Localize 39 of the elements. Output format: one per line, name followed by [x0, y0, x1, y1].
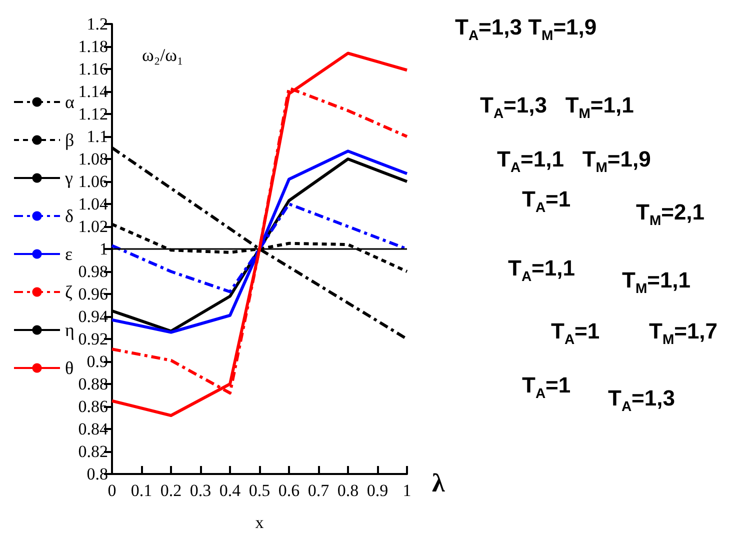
y-tick-label: 1.1: [86, 127, 108, 146]
x-tick-label: 0.4: [219, 481, 242, 500]
y-tick-label: 1.18: [78, 37, 108, 56]
y-tick-label: 1.12: [78, 104, 108, 124]
x-axis-title: x: [255, 513, 264, 532]
y-axis-title: ω₂/ω₁: [142, 45, 184, 65]
legend-label: β: [65, 130, 74, 150]
y-tick-label: 1.04: [78, 194, 108, 214]
y-tick-label: 1.06: [78, 172, 108, 191]
x-tick-label: 0.7: [308, 481, 330, 500]
legend-label: α: [65, 92, 75, 112]
legend-label: θ: [65, 358, 74, 378]
y-tick-label: 0.82: [78, 442, 108, 461]
x-tick-label: 0.3: [190, 481, 212, 500]
legend-label: δ: [65, 206, 74, 226]
legend-label: ζ: [65, 282, 73, 302]
x-tick-label: 0: [108, 481, 116, 500]
y-tick-label: 1.08: [78, 150, 108, 168]
y-tick-label: 0.88: [78, 374, 108, 394]
x-tick-label: 0.5: [248, 481, 270, 500]
y-tick-label: 0.98: [78, 262, 108, 281]
legend-label: η: [65, 320, 74, 340]
y-tick-label: 0.8: [86, 464, 108, 484]
x-tick-label: 0.2: [160, 481, 182, 500]
y-tick-label: 1.14: [78, 82, 108, 101]
y-tick-label: 0.94: [78, 307, 108, 326]
y-tick-label: 0.84: [78, 420, 108, 438]
x-tick-label: 0.8: [337, 481, 359, 500]
legend-label: ε: [65, 244, 73, 264]
y-tick-label: 0.96: [78, 284, 108, 304]
x-tick-label: 0.6: [278, 481, 300, 500]
x-tick-label: 0.9: [366, 481, 388, 500]
y-tick-label: 0.92: [78, 330, 108, 348]
text: λ: [432, 468, 445, 498]
x-tick-label: 0.1: [130, 481, 152, 500]
y-tick-label: 1.02: [78, 217, 108, 236]
legend-label: γ: [64, 168, 73, 188]
y-tick-label: 0.86: [78, 397, 108, 416]
x-tick-label: 1: [402, 481, 412, 500]
